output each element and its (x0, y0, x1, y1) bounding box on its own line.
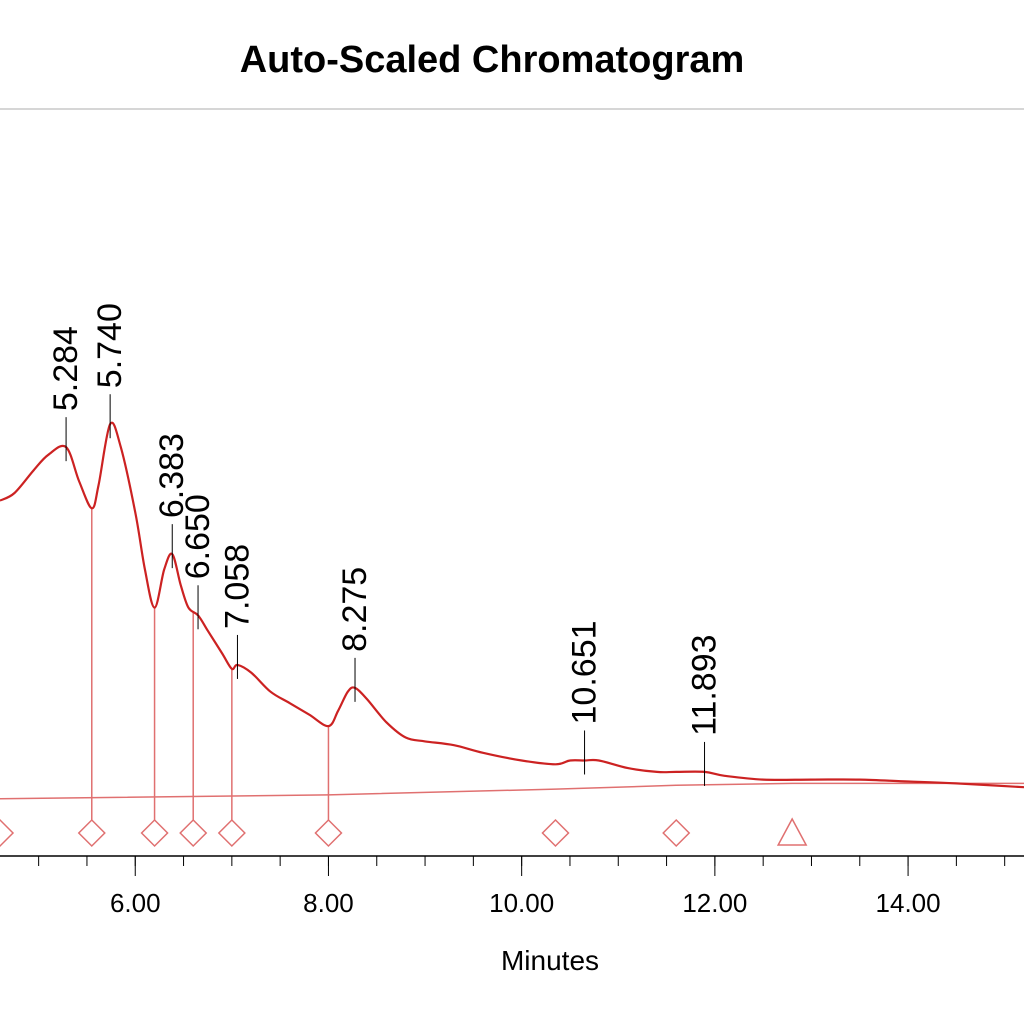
peak-label: 5.284 (47, 326, 85, 411)
peak-label: 7.058 (218, 544, 256, 629)
event-marker-diamond (662, 818, 691, 848)
x-axis-label: Minutes (501, 945, 599, 976)
event-marker-diamond (314, 818, 343, 848)
event-marker-diamond (541, 818, 570, 848)
x-tick-label: 14.00 (876, 888, 941, 918)
event-marker-diamond (179, 818, 208, 848)
peak-label: 5.740 (91, 303, 129, 388)
x-axis-ticks: 6.00 8.00 10.00 12.00 14.00 (38, 856, 1006, 918)
chromatogram-trace (0, 421, 1024, 789)
x-tick-label: 6.00 (110, 888, 161, 918)
x-tick-label: 10.00 (489, 888, 554, 918)
x-tick-label: 8.00 (303, 888, 354, 918)
event-marker-triangle (776, 817, 808, 846)
peak-label: 6.383 (153, 433, 191, 518)
event-marker-diamond (77, 818, 106, 848)
baseline-line (0, 782, 1024, 800)
event-marker-diamond (0, 818, 15, 848)
event-marker-diamond (140, 818, 169, 848)
peak-label: 11.893 (686, 634, 724, 735)
peak-label: 8.275 (336, 567, 374, 652)
peak-label: 10.651 (566, 620, 604, 724)
chart-title: Auto-Scaled Chromatogram (240, 39, 745, 81)
peak-label: 6.650 (179, 494, 217, 579)
x-tick-label: 12.00 (682, 888, 747, 918)
event-marker-diamond (217, 818, 246, 848)
